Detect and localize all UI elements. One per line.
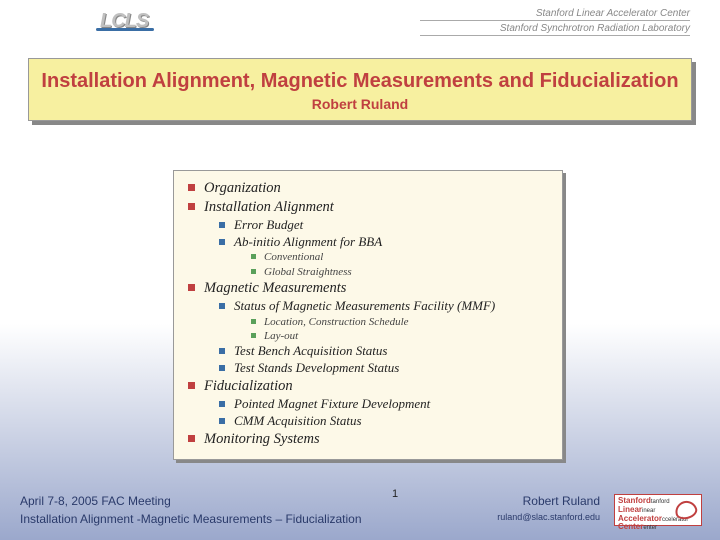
outline-item-lvl1: Fiducialization bbox=[204, 377, 548, 396]
footer-author: Robert Ruland bbox=[523, 494, 600, 508]
outline-item-lvl1: Organization bbox=[204, 179, 548, 198]
header-org-lines: Stanford Linear Accelerator Center Stanf… bbox=[420, 8, 690, 38]
outline-item-lvl1: Magnetic Measurements bbox=[204, 279, 548, 298]
outline-item-lvl2: Pointed Magnet Fixture Development bbox=[234, 396, 548, 413]
outline-item-lvl3: Global Straightness bbox=[264, 265, 548, 279]
outline-item-lvl3: Conventional bbox=[264, 250, 548, 264]
footer-date: April 7-8, 2005 FAC Meeting bbox=[20, 494, 171, 508]
outline-item-lvl2: Test Stands Development Status bbox=[234, 360, 548, 377]
logo-line-s: Stanford bbox=[618, 496, 651, 505]
logo-line-l: Linear bbox=[618, 505, 642, 514]
outline-item-lvl2: Status of Magnetic Measurements Facility… bbox=[234, 298, 548, 315]
outline-item-lvl2: Ab-initio Alignment for BBA bbox=[234, 234, 548, 251]
outline-item-lvl1: Installation Alignment bbox=[204, 198, 548, 217]
logo-line-a: Accelerator bbox=[618, 514, 662, 523]
logo-line-c: Center bbox=[618, 522, 643, 531]
header-line-1: Stanford Linear Accelerator Center bbox=[420, 8, 690, 21]
outline-item-lvl2: Error Budget bbox=[234, 217, 548, 234]
header-line-2: Stanford Synchrotron Radiation Laborator… bbox=[420, 23, 690, 36]
outline-item-lvl1: Monitoring Systems bbox=[204, 430, 548, 449]
footer-title: Installation Alignment -Magnetic Measure… bbox=[20, 512, 362, 526]
slide-title: Installation Alignment, Magnetic Measure… bbox=[41, 69, 679, 94]
outline-item-lvl2: CMM Acquisition Status bbox=[234, 413, 548, 430]
outline-item-lvl2: Test Bench Acquisition Status bbox=[234, 343, 548, 360]
slide-author: Robert Ruland bbox=[41, 96, 679, 112]
outline-item-lvl3: Location, Construction Schedule bbox=[264, 315, 548, 329]
header: LCLS Stanford Linear Accelerator Center … bbox=[0, 0, 720, 48]
outline-item-lvl3: Lay-out bbox=[264, 329, 548, 343]
footer-email: ruland@slac.stanford.edu bbox=[497, 512, 600, 522]
logo-underline bbox=[96, 28, 154, 31]
slide-number: 1 bbox=[392, 488, 398, 500]
footer-slac-logo: Stanfordtanford Linearinear Acceleratorc… bbox=[614, 494, 702, 526]
title-box: Installation Alignment, Magnetic Measure… bbox=[28, 58, 692, 121]
outline-box: OrganizationInstallation AlignmentError … bbox=[173, 170, 563, 460]
